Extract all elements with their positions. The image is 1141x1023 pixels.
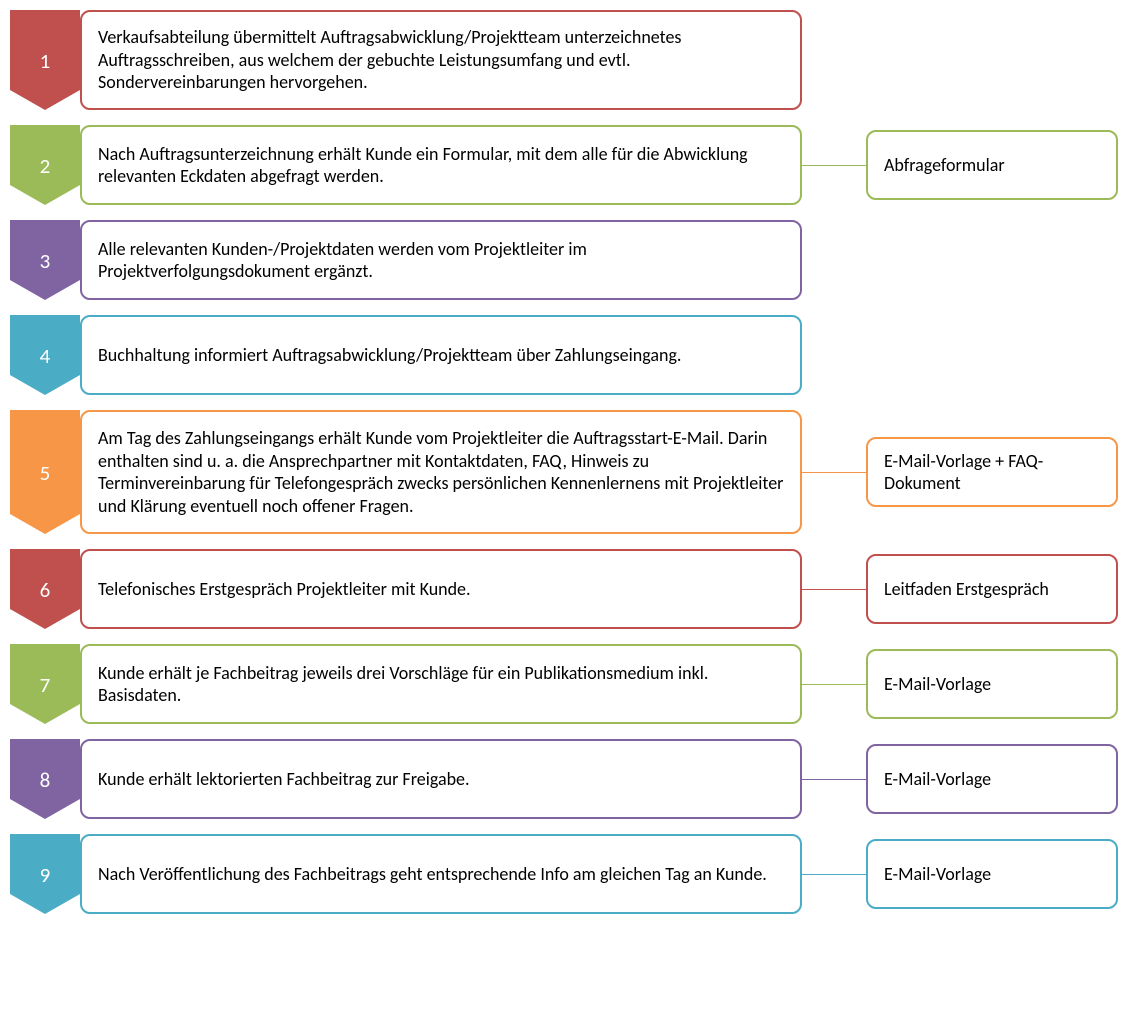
step-description-box: Telefonisches Erstgespräch Projektleiter… (80, 549, 802, 629)
step-description-box: Buchhaltung informiert Auftragsabwicklun… (80, 315, 802, 395)
attachment-box: Leitfaden Erstgespräch (866, 554, 1118, 624)
step-description: Kunde erhält lektorierten Fachbeitrag zu… (98, 768, 470, 791)
process-diagram: 1 Verkaufsabteilung übermittelt Auftragsa… (0, 0, 1141, 1023)
step-description: Buchhaltung informiert Auftragsabwicklun… (98, 344, 681, 367)
attachment-connector (802, 472, 866, 473)
step-description-box: Nach Veröffentlichung des Fachbeitrags g… (80, 834, 802, 914)
step-number: 9 (10, 862, 80, 888)
attachment-label: Leitfaden Erstgespräch (884, 578, 1049, 601)
step-description: Alle relevanten Kunden-/Projektdaten wer… (98, 238, 784, 283)
attachment-box: E-Mail-Vorlage (866, 839, 1118, 909)
attachment-connector (802, 874, 866, 875)
attachment-box: E-Mail-Vorlage (866, 649, 1118, 719)
step-description: Nach Auftragsunterzeichnung erhält Kunde… (98, 143, 784, 188)
attachment-box: E-Mail-Vorlage (866, 744, 1118, 814)
step-number: 7 (10, 672, 80, 698)
step-number: 6 (10, 577, 80, 603)
step-description-box: Am Tag des Zahlungseingangs erhält Kunde… (80, 410, 802, 534)
step-description-box: Alle relevanten Kunden-/Projektdaten wer… (80, 220, 802, 300)
attachment-connector (802, 779, 866, 780)
step-description-box: Kunde erhält lektorierten Fachbeitrag zu… (80, 739, 802, 819)
step-description-box: Nach Auftragsunterzeichnung erhält Kunde… (80, 125, 802, 205)
attachment-connector (802, 589, 866, 590)
attachment-connector (802, 684, 866, 685)
attachment-label: E-Mail-Vorlage + FAQ-Dokument (884, 450, 1100, 495)
attachment-label: Abfrageformular (884, 154, 1005, 177)
attachment-box: E-Mail-Vorlage + FAQ-Dokument (866, 437, 1118, 507)
step-description-box: Verkaufsabteilung übermittelt Auftragsab… (80, 10, 802, 110)
step-description: Telefonisches Erstgespräch Projektleiter… (98, 578, 471, 601)
step-number: 5 (10, 460, 80, 486)
step-number: 4 (10, 343, 80, 369)
attachment-label: E-Mail-Vorlage (884, 768, 991, 791)
step-description: Am Tag des Zahlungseingangs erhält Kunde… (98, 427, 784, 517)
attachment-connector (802, 165, 866, 166)
step-number: 3 (10, 248, 80, 274)
step-number: 2 (10, 153, 80, 179)
step-number: 1 (10, 48, 80, 74)
step-description: Kunde erhält je Fachbeitrag jeweils drei… (98, 662, 784, 707)
attachment-label: E-Mail-Vorlage (884, 863, 991, 886)
attachment-box: Abfrageformular (866, 130, 1118, 200)
step-description: Nach Veröffentlichung des Fachbeitrags g… (98, 863, 767, 886)
step-description: Verkaufsabteilung übermittelt Auftragsab… (98, 26, 784, 94)
attachment-label: E-Mail-Vorlage (884, 673, 991, 696)
step-number: 8 (10, 767, 80, 793)
step-description-box: Kunde erhält je Fachbeitrag jeweils drei… (80, 644, 802, 724)
